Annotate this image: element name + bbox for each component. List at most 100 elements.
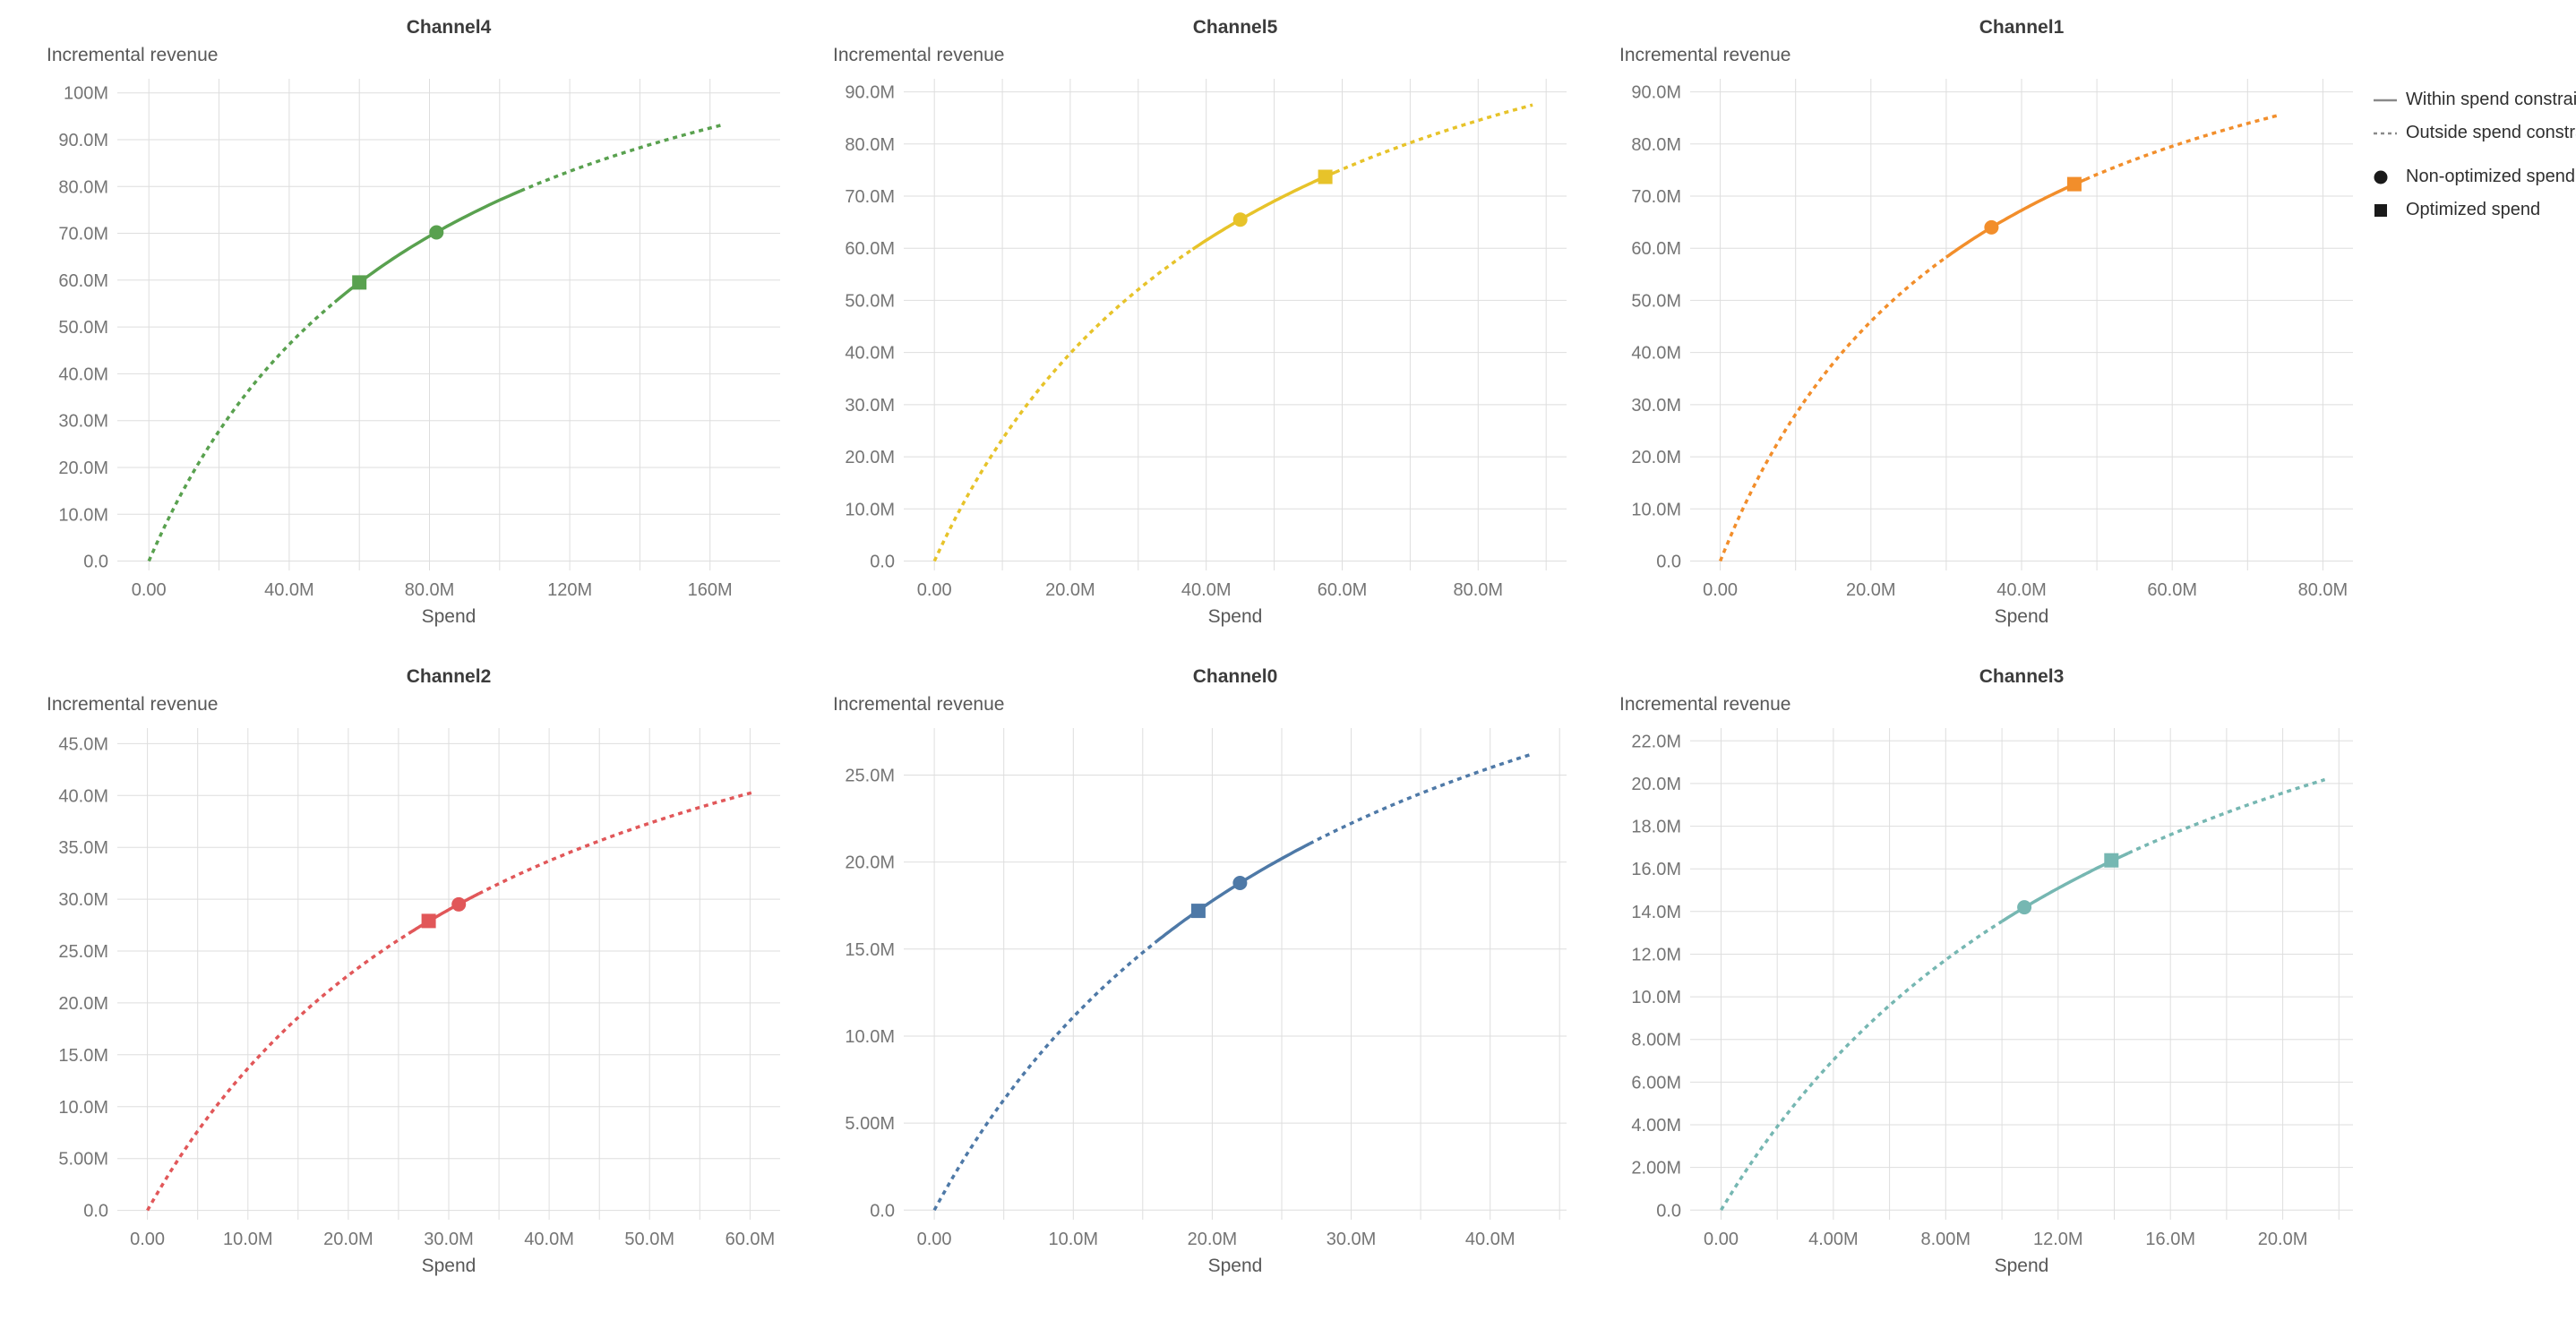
curve-outside-constraint (1335, 103, 1533, 174)
x-tick-label: 80.0M (2298, 580, 2348, 600)
y-tick-label: 25.0M (58, 942, 108, 962)
y-tick-label: 50.0M (845, 291, 895, 311)
y-tick-label: 0.0 (870, 1201, 895, 1221)
x-tick-label: 40.0M (264, 580, 314, 600)
legend-label: Optimized spend (2406, 200, 2541, 219)
x-tick-label: 10.0M (223, 1230, 273, 1249)
x-tick-label: 0.00 (132, 580, 167, 600)
x-tick-label: 20.0M (2258, 1230, 2308, 1249)
y-tick-label: 70.0M (1631, 187, 1681, 207)
y-tick-label: 40.0M (845, 344, 895, 364)
x-axis-title: Spend (1994, 1256, 2049, 1276)
solid-line-icon (2374, 99, 2397, 101)
y-tick-label: 50.0M (1631, 291, 1681, 311)
y-tick-label: 10.0M (845, 500, 895, 519)
non-optimized-spend-marker (2017, 900, 2032, 915)
curve-within-constraint (1945, 177, 2087, 259)
x-tick-label: 12.0M (2033, 1230, 2083, 1249)
y-tick-label: 30.0M (845, 396, 895, 416)
curve-outside-constraint (146, 931, 410, 1212)
y-tick-label: 8.00M (1631, 1031, 1681, 1050)
y-tick-label: 90.0M (1631, 83, 1681, 103)
curve-outside-constraint (932, 939, 1158, 1212)
y-axis-title: Incremental revenue (833, 694, 1005, 715)
curve-outside-constraint (1718, 255, 1947, 562)
y-tick-label: 0.0 (1656, 553, 1681, 572)
y-tick-label: 60.0M (845, 239, 895, 259)
legend-label: Within spend constraint (2406, 90, 2576, 109)
legend-label: Non-optimized spend (2406, 167, 2575, 186)
y-axis-title: Incremental revenue (47, 694, 219, 715)
chart-channel2: Channel2 Incremental revenue 0.0 5.00M 10.… (32, 664, 803, 1279)
y-tick-label: 15.0M (845, 940, 895, 960)
non-optimized-spend-marker (429, 225, 444, 240)
optimized-spend-marker (421, 913, 436, 929)
legend-item-outside-constraint: Outside spend constraint (2372, 123, 2576, 143)
y-tick-label: 70.0M (845, 187, 895, 207)
y-tick-label: 80.0M (1631, 135, 1681, 155)
x-tick-label: 20.0M (323, 1230, 374, 1249)
x-tick-label: 0.00 (917, 1230, 952, 1249)
y-tick-label: 100M (64, 84, 108, 104)
curve-outside-constraint (1309, 752, 1533, 845)
non-optimized-spend-marker (451, 896, 467, 912)
x-tick-label: 80.0M (1454, 580, 1504, 600)
y-tick-label: 50.0M (58, 318, 108, 338)
y-axis-title: Incremental revenue (1619, 45, 1791, 65)
chart-title: Channel5 (1192, 17, 1278, 38)
y-tick-label: 40.0M (58, 786, 108, 806)
x-tick-label: 0.00 (130, 1230, 165, 1249)
x-tick-label: 30.0M (424, 1230, 474, 1249)
x-tick-label: 40.0M (1996, 580, 2047, 600)
y-tick-label: 10.0M (845, 1027, 895, 1047)
x-axis-title: Spend (1207, 606, 1263, 627)
square-marker-icon (2374, 203, 2387, 217)
y-tick-label: 2.00M (1631, 1159, 1681, 1179)
legend-marker-group: Non-optimized spend Optimized spend (2372, 167, 2575, 220)
plot-area-channel5: 0.0 10.0M 20.0M 30.0M 40.0M 50.0M 60.0M 70.0M 80… (845, 79, 1567, 600)
x-tick-label: 40.0M (1181, 580, 1232, 600)
y-tick-label: 70.0M (58, 225, 108, 244)
y-tick-label: 20.0M (845, 853, 895, 873)
x-axis-title: Spend (421, 1256, 477, 1276)
x-axis-title: Spend (1994, 606, 2049, 627)
x-tick-label: 8.00M (1921, 1230, 1971, 1249)
plot-area-channel3: 0.0 2.00M 4.00M 6.00M 8.00M 10.0M 12.0M 14.0M 16… (1631, 728, 2353, 1249)
legend: Within spend constraint Outside spend co… (2372, 90, 2576, 244)
plot-area-channel2: 0.0 5.00M 10.0M 15.0M 20.0M 25.0M 30.0M 35.0M 40… (58, 728, 780, 1249)
chart-title: Channel4 (406, 17, 492, 38)
optimized-spend-marker (1318, 169, 1333, 184)
y-tick-label: 10.0M (1631, 500, 1681, 519)
x-tick-label: 60.0M (1318, 580, 1368, 600)
y-tick-label: 12.0M (1631, 946, 1681, 965)
y-tick-label: 30.0M (1631, 396, 1681, 416)
legend-line-group: Within spend constraint Outside spend co… (2372, 90, 2576, 143)
y-tick-label: 90.0M (58, 131, 108, 150)
x-tick-label: 40.0M (524, 1230, 574, 1249)
curve-outside-constraint (477, 790, 756, 896)
x-tick-label: 0.00 (1703, 580, 1738, 600)
y-tick-label: 35.0M (58, 838, 108, 858)
chart-channel5: Channel5 Incremental revenue 0.0 10.0M 20.… (819, 14, 1589, 630)
y-tick-label: 20.0M (845, 448, 895, 467)
y-axis-title: Incremental revenue (1619, 694, 1791, 715)
x-tick-label: 4.00M (1808, 1230, 1859, 1249)
y-tick-label: 22.0M (1631, 732, 1681, 751)
curve-within-constraint (1191, 170, 1336, 251)
y-tick-label: 20.0M (1631, 775, 1681, 794)
y-tick-label: 90.0M (845, 83, 895, 103)
optimized-spend-marker (2104, 853, 2119, 868)
legend-item-within-constraint: Within spend constraint (2372, 90, 2576, 110)
y-tick-label: 18.0M (1631, 818, 1681, 837)
y-tick-label: 10.0M (58, 505, 108, 525)
y-tick-label: 30.0M (58, 890, 108, 910)
x-tick-label: 60.0M (2147, 580, 2197, 600)
y-tick-label: 10.0M (58, 1098, 108, 1118)
x-axis-title: Spend (421, 606, 477, 627)
chart-channel1: Channel1 Incremental revenue 0.0 10.0M 20.… (1605, 14, 2375, 630)
non-optimized-spend-marker (1984, 219, 1999, 235)
chart-title: Channel3 (1979, 666, 2065, 687)
y-tick-label: 4.00M (1631, 1116, 1681, 1136)
y-tick-label: 60.0M (58, 271, 108, 291)
y-axis-title: Incremental revenue (833, 45, 1005, 65)
